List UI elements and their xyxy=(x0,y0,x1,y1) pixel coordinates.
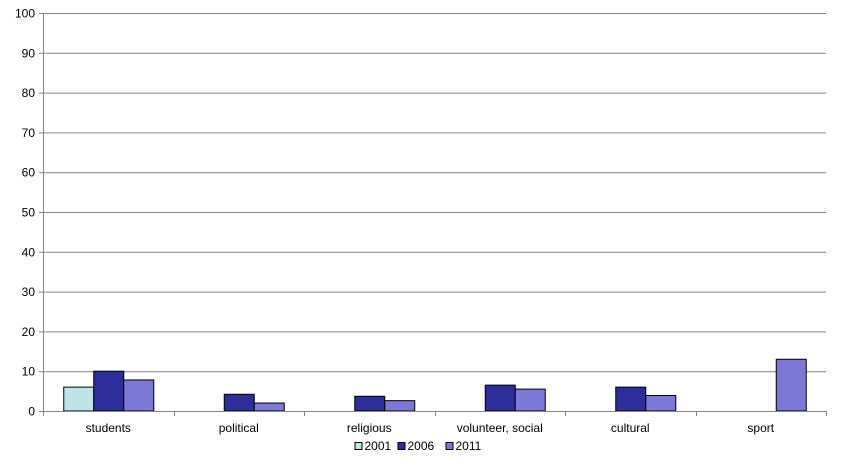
bar-2011-cultural xyxy=(645,394,677,412)
legend-label: 2006 xyxy=(408,439,435,453)
bars xyxy=(63,358,807,412)
y-tick-label: 0 xyxy=(28,405,35,419)
legend-label: 2001 xyxy=(365,439,392,453)
y-tick-label: 10 xyxy=(22,365,36,379)
legend-item: 2001 xyxy=(354,439,392,453)
bar-2006-cultural xyxy=(615,386,647,412)
legend-item: 2006 xyxy=(397,439,435,453)
bar-2011-religious xyxy=(384,400,416,412)
bar-2006-political xyxy=(223,393,255,412)
x-tick-label: volunteer, social xyxy=(457,421,543,435)
y-tick-label: 60 xyxy=(22,166,36,180)
x-tick-label: sport xyxy=(747,421,774,435)
bar-2001-students xyxy=(63,386,95,412)
x-tick-label: political xyxy=(219,421,259,435)
legend-item: 2011 xyxy=(445,439,482,453)
y-tick-label: 100 xyxy=(15,7,35,21)
bar-2011-volunteer-social xyxy=(514,388,546,412)
legend: 2001 2006 2011 xyxy=(354,439,482,453)
gridlines xyxy=(43,13,826,373)
x-tick-label: religious xyxy=(347,421,392,435)
y-tick-label: 70 xyxy=(22,126,36,140)
y-tick-label: 40 xyxy=(22,245,36,259)
y-tick-label: 30 xyxy=(22,285,36,299)
axes xyxy=(43,13,826,412)
y-axis-ticks: 0 10 20 30 40 50 60 70 80 90 100 xyxy=(15,7,43,419)
bar-2011-political xyxy=(253,402,285,412)
y-tick-label: 80 xyxy=(22,86,36,100)
legend-swatch xyxy=(397,442,406,450)
bar-2006-religious xyxy=(354,395,386,412)
x-tick-label: students xyxy=(86,421,131,435)
x-tick-label: cultural xyxy=(611,421,650,435)
y-tick-label: 20 xyxy=(22,325,36,339)
bar-2006-volunteer-social xyxy=(484,384,516,412)
bar-2006-students xyxy=(93,370,125,412)
x-axis-ticks: students political religious volunteer, soc… xyxy=(43,411,827,435)
y-tick-label: 50 xyxy=(22,206,36,220)
bar-2011-sport xyxy=(775,358,807,412)
legend-swatch xyxy=(354,442,363,450)
legend-swatch xyxy=(445,442,454,450)
y-tick-label: 90 xyxy=(22,46,36,60)
legend-label: 2011 xyxy=(456,439,482,453)
bar-2011-students xyxy=(123,379,155,412)
